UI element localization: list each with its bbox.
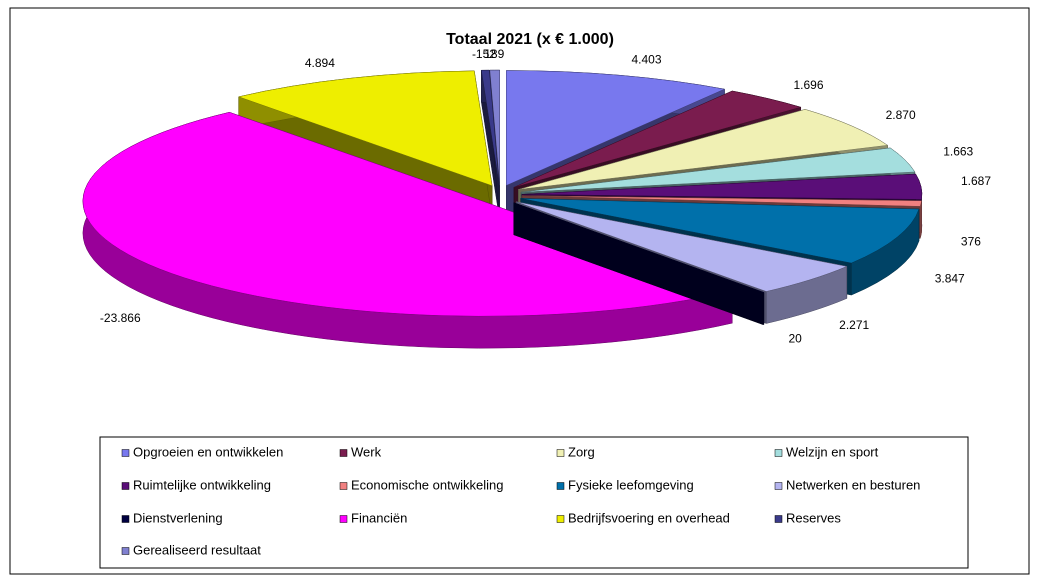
data-label: 3.847 (935, 271, 965, 285)
slice (521, 195, 922, 207)
data-label: 189 (484, 47, 504, 61)
data-label: 376 (961, 235, 981, 249)
legend-label: Economische ontwikkeling (351, 477, 503, 492)
legend-swatch (121, 482, 130, 490)
slice-side (762, 292, 765, 325)
slice (82, 111, 734, 317)
slice (521, 147, 916, 193)
legend-label: Welzijn en sport (786, 444, 879, 459)
legend-label: Bedrijfsvoering en overhead (568, 510, 730, 525)
legend: Opgroeien en ontwikkelen Werk Zorg Welzijn … (121, 444, 920, 557)
data-label: 4.403 (631, 52, 661, 66)
legend-label: Reserves (786, 510, 841, 525)
slice (513, 90, 802, 188)
chart-frame (9, 7, 1030, 575)
slice (481, 69, 500, 186)
legend-swatch (121, 547, 130, 555)
data-label: -23.866 (100, 311, 141, 325)
legend-label: Netwerken en besturen (786, 477, 920, 492)
data-label: 2.271 (839, 318, 869, 332)
data-label: 1.687 (961, 174, 991, 188)
legend-swatch (556, 449, 565, 457)
data-label: 4.894 (305, 56, 335, 70)
slice (489, 69, 500, 186)
slice (516, 201, 848, 292)
legend-swatch (774, 515, 783, 523)
legend-swatch (339, 515, 348, 523)
data-label: 20 (788, 332, 802, 346)
legend-label: Financiën (351, 510, 407, 525)
legend-box (99, 436, 969, 569)
slice (520, 198, 920, 264)
slice (521, 173, 923, 200)
legend-label: Opgroeien en ontwikkelen (133, 444, 283, 459)
slice (513, 202, 765, 293)
legend-label: Fysieke leefomgeving (568, 477, 694, 492)
data-label: 1.696 (793, 78, 823, 92)
legend-label: Dienstverlening (133, 510, 223, 525)
legend-swatch (121, 449, 130, 457)
data-label: 1.663 (943, 145, 973, 159)
data-label: -152 (472, 47, 496, 61)
pie: 4.403 1.696 2.870 1.663 1.687 376 3.847 2.271 20… (82, 47, 991, 349)
legend-swatch (339, 482, 348, 490)
chart-title: Totaal 2021 (x € 1.000) (446, 31, 614, 48)
slice (518, 109, 889, 190)
legend-swatch (556, 515, 565, 523)
legend-label: Werk (351, 444, 382, 459)
slice (237, 70, 493, 187)
slice (506, 70, 726, 186)
legend-swatch (556, 482, 565, 490)
legend-swatch (774, 482, 783, 490)
legend-swatch (774, 449, 783, 457)
data-label: 2.870 (886, 108, 916, 122)
legend-label: Ruimtelijke ontwikkeling (133, 477, 271, 492)
legend-swatch (121, 515, 130, 523)
legend-label: Gerealiseerd resultaat (133, 542, 261, 557)
legend-swatch (339, 449, 348, 457)
legend-label: Zorg (568, 444, 595, 459)
